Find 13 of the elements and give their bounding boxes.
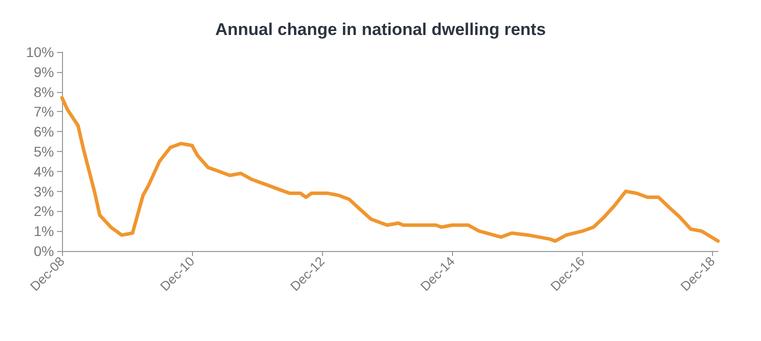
y-tick-label: 4%: [34, 163, 54, 180]
y-tick-label: 1%: [34, 223, 54, 240]
y-tick-label: 7%: [34, 104, 54, 120]
y-tick-label: 10%: [26, 44, 54, 60]
y-tick-label: 0%: [34, 243, 54, 259]
y-tick-label: 5%: [34, 144, 54, 160]
y-tick-label: 2%: [34, 203, 54, 220]
line-series: [60, 96, 720, 243]
y-tick-label: 6%: [34, 124, 54, 140]
y-tick-label: 8%: [34, 84, 54, 100]
chart-title: Annual change in national dwelling rents: [215, 20, 546, 39]
y-tick-label: 3%: [34, 183, 54, 200]
y-tick-label: 9%: [34, 64, 54, 80]
